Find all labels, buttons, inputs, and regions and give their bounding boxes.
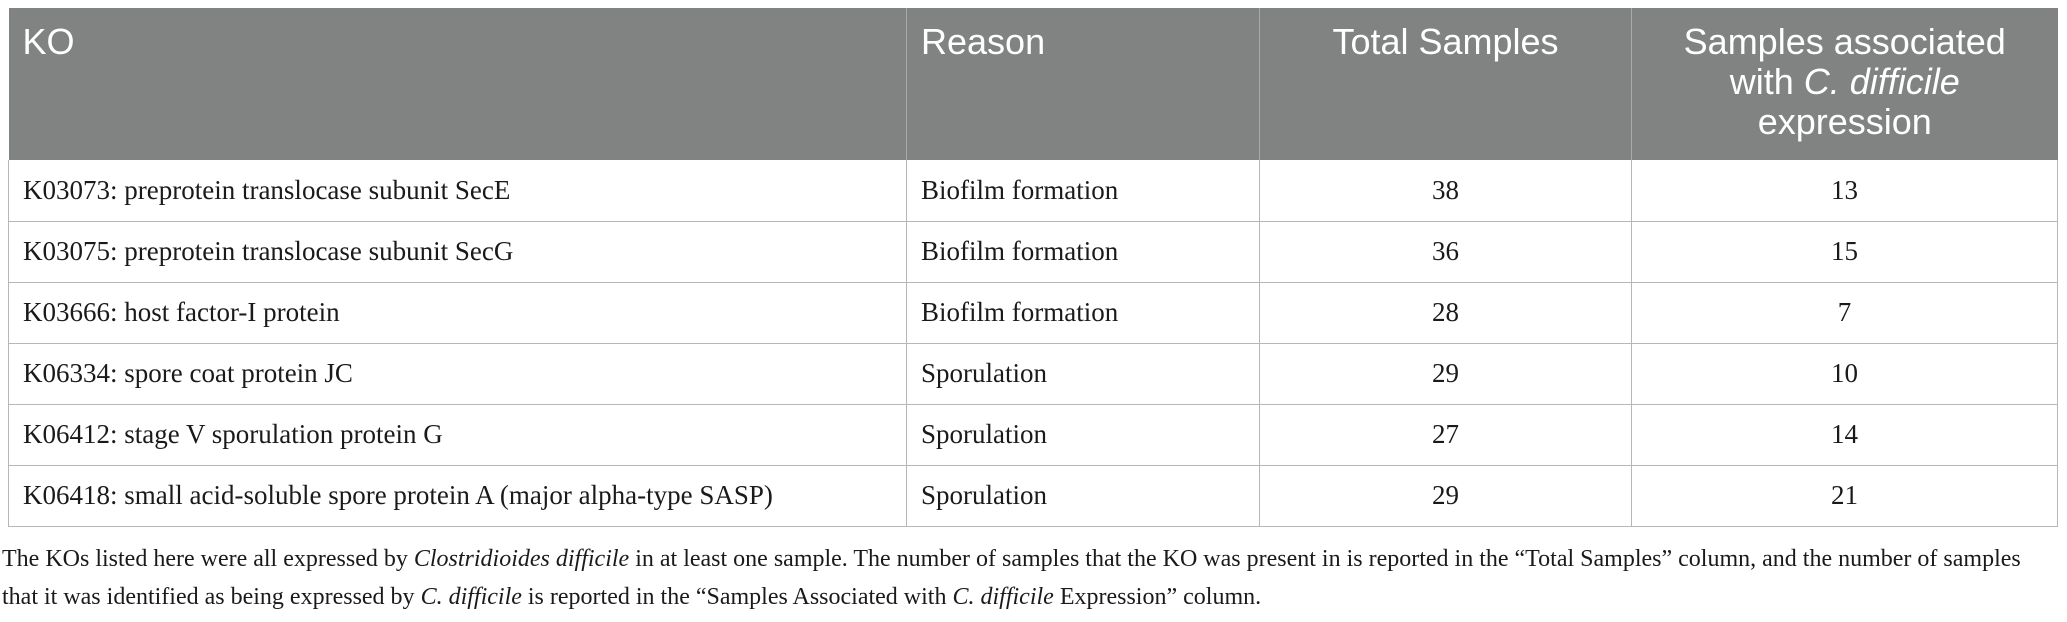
cell-reason: Sporulation <box>906 404 1260 466</box>
cell-assoc: 13 <box>1631 160 2058 222</box>
header-assoc-line3: expression <box>1757 101 1932 142</box>
table-row: K06418: small acid-soluble spore protein… <box>8 465 2058 527</box>
table-header: KO Reason Total Samples Samples associat… <box>8 8 2058 160</box>
cell-total: 36 <box>1259 221 1632 283</box>
caption-part3: is reported in the “Samples Associated w… <box>521 584 953 610</box>
caption-part4: Expression” column. <box>1053 584 1262 610</box>
header-ko: KO <box>8 8 907 160</box>
cell-total: 29 <box>1259 343 1632 405</box>
caption-italic2: C. difficile <box>420 584 522 610</box>
table-row: K06334: spore coat protein JC Sporulatio… <box>8 343 2058 405</box>
header-assoc-italic: C. difficile <box>1803 61 1960 102</box>
cell-total: 28 <box>1259 282 1632 344</box>
cell-reason: Sporulation <box>906 343 1260 405</box>
cell-ko: K06418: small acid-soluble spore protein… <box>8 465 907 527</box>
cell-ko: K03075: preprotein translocase subunit S… <box>8 221 907 283</box>
cell-reason: Biofilm formation <box>906 282 1260 344</box>
cell-assoc: 14 <box>1631 404 2058 466</box>
table-row: K03666: host factor-I protein Biofilm fo… <box>8 282 2058 344</box>
cell-ko: K06412: stage V sporulation protein G <box>8 404 907 466</box>
table-row: K06412: stage V sporulation protein G Sp… <box>8 404 2058 466</box>
table-caption: The KOs listed here were all expressed b… <box>2 540 2062 616</box>
header-row: KO Reason Total Samples Samples associat… <box>8 8 2058 160</box>
cell-reason: Biofilm formation <box>906 160 1260 222</box>
cell-total: 29 <box>1259 465 1632 527</box>
header-samples-associated: Samples associated with C. difficile exp… <box>1631 8 2058 160</box>
cell-ko: K06334: spore coat protein JC <box>8 343 907 405</box>
ko-table: KO Reason Total Samples Samples associat… <box>8 8 2058 527</box>
caption-italic1: Clostridioides difficile <box>413 546 630 572</box>
cell-assoc: 21 <box>1631 465 2058 527</box>
cell-reason: Sporulation <box>906 465 1260 527</box>
caption-part1: The KOs listed here were all expressed b… <box>2 546 414 572</box>
caption-part2: in at least one sample. The number of sa… <box>2 546 2021 610</box>
table-body: K03073: preprotein translocase subunit S… <box>8 160 2058 527</box>
header-total-samples: Total Samples <box>1259 8 1632 160</box>
cell-assoc: 15 <box>1631 221 2058 283</box>
cell-ko: K03666: host factor-I protein <box>8 282 907 344</box>
cell-reason: Biofilm formation <box>906 221 1260 283</box>
header-assoc-line1: Samples associated <box>1683 21 2006 62</box>
cell-ko: K03073: preprotein translocase subunit S… <box>8 160 907 222</box>
table-row: K03073: preprotein translocase subunit S… <box>8 160 2058 222</box>
table-row: K03075: preprotein translocase subunit S… <box>8 221 2058 283</box>
header-reason: Reason <box>906 8 1260 160</box>
header-assoc-prefix: with <box>1729 61 1804 102</box>
cell-total: 38 <box>1259 160 1632 222</box>
cell-assoc: 10 <box>1631 343 2058 405</box>
caption-italic3: C. difficile <box>952 584 1054 610</box>
data-table-container: KO Reason Total Samples Samples associat… <box>8 8 2058 527</box>
cell-total: 27 <box>1259 404 1632 466</box>
cell-assoc: 7 <box>1631 282 2058 344</box>
